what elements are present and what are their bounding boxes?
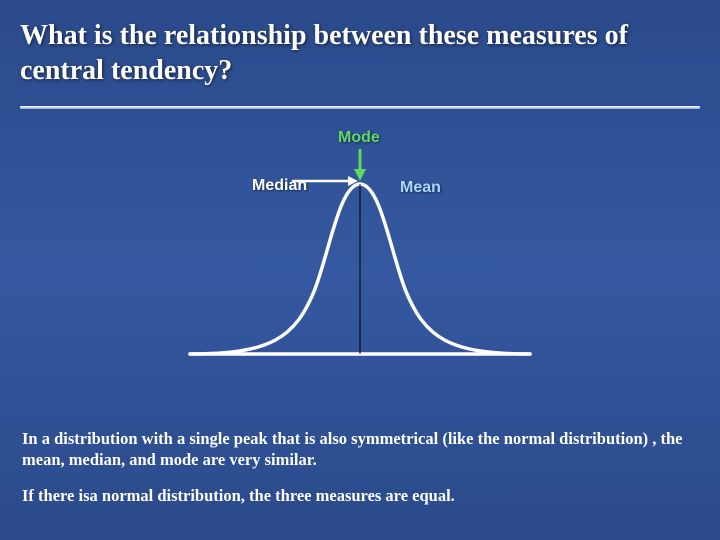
body-paragraph-1: In a distribution with a single peak tha… bbox=[22, 428, 698, 471]
chart-area: Mode Median Mean bbox=[0, 119, 720, 399]
title-area: What is the relationship between these m… bbox=[0, 0, 720, 96]
mode-arrow-head bbox=[354, 169, 366, 181]
body-paragraph-2: If there isa normal distribution, the th… bbox=[22, 485, 698, 506]
bell-curve-chart bbox=[150, 119, 570, 379]
title-divider bbox=[20, 106, 700, 109]
slide-title: What is the relationship between these m… bbox=[20, 18, 700, 88]
body-text: In a distribution with a single peak tha… bbox=[22, 428, 698, 520]
